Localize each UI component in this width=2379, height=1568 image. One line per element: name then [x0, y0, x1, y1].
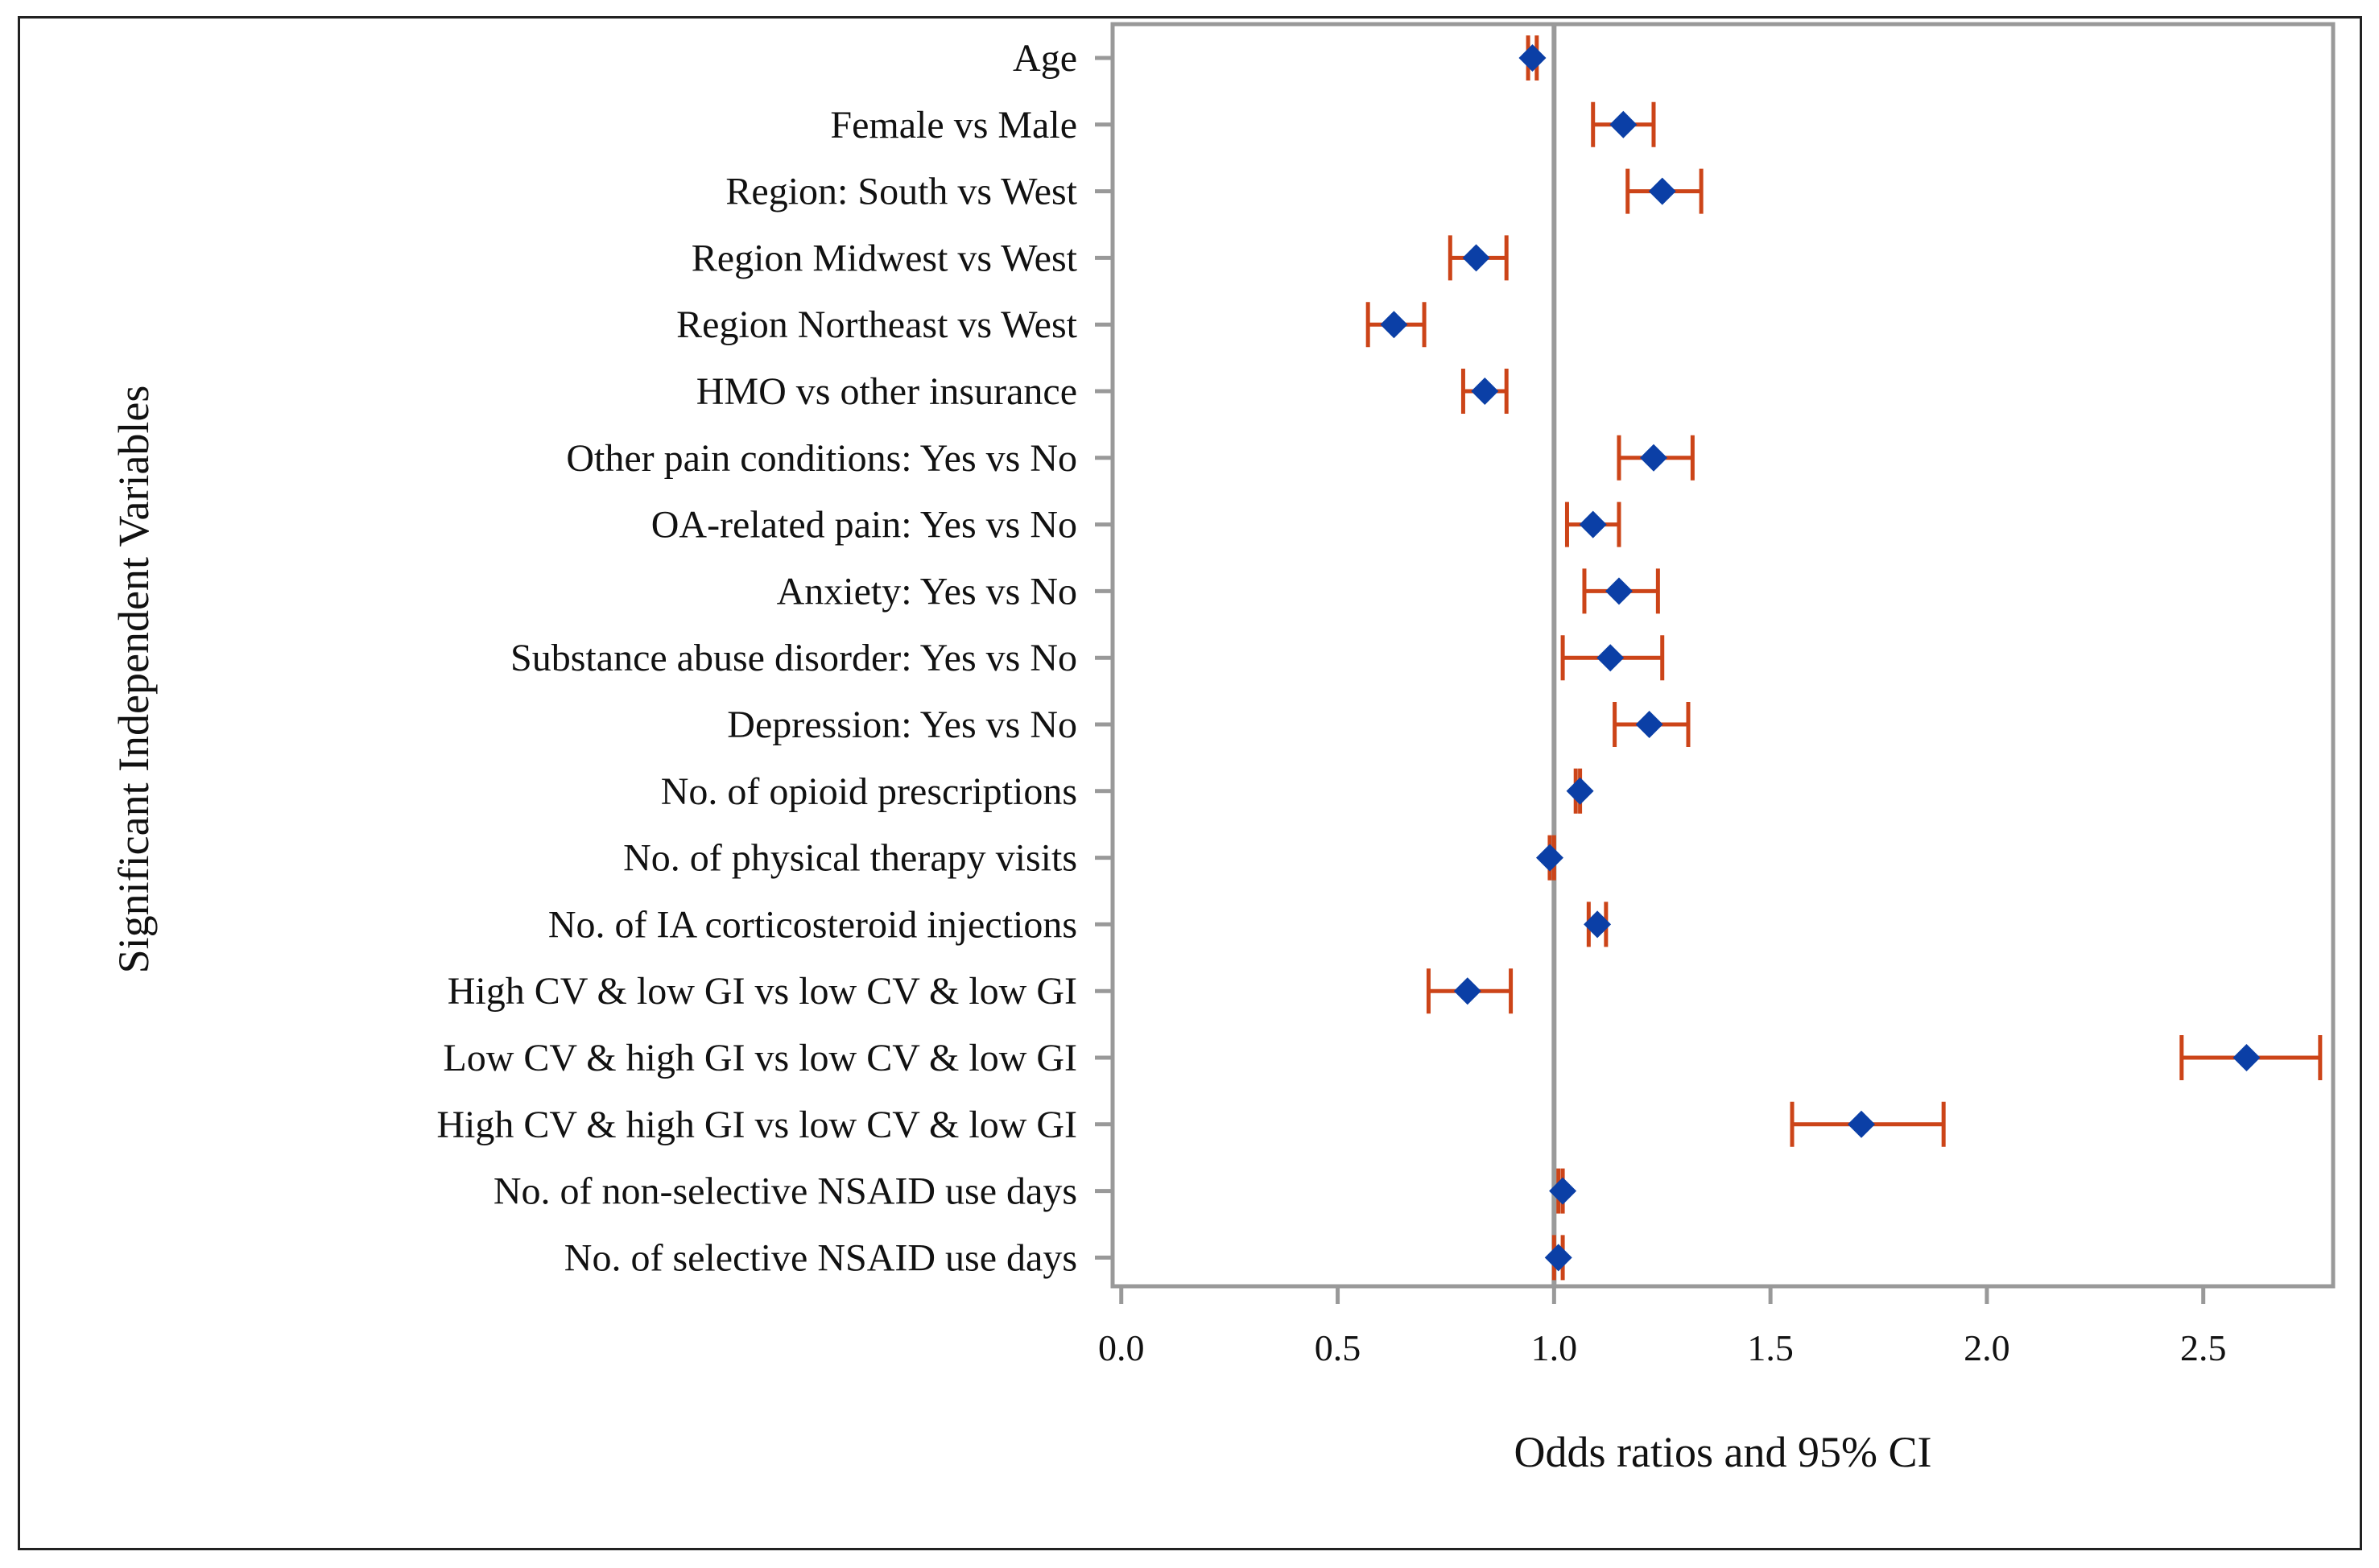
category-label: No. of opioid prescriptions — [661, 770, 1077, 813]
forest-row: High CV & high GI vs low CV & low GI — [436, 1101, 1946, 1147]
odds-ratio-marker — [1566, 777, 1594, 805]
figure-frame — [18, 16, 2362, 1550]
forest-row: No. of physical therapy visits — [623, 835, 1563, 881]
forest-row: Region Midwest vs West — [692, 235, 1509, 281]
category-label: Other pain conditions: Yes vs No — [566, 437, 1077, 480]
forest-row: Substance abuse disorder: Yes vs No — [510, 635, 1665, 681]
category-label: Depression: Yes vs No — [727, 704, 1077, 746]
category-label: No. of non-selective NSAID use days — [494, 1170, 1077, 1213]
forest-row: OA-related pain: Yes vs No — [651, 501, 1621, 547]
forest-row: No. of opioid prescriptions — [661, 768, 1594, 814]
odds-ratio-marker — [1380, 311, 1408, 339]
category-label: Region Midwest vs West — [692, 237, 1078, 279]
x-tick-label: 2.5 — [2180, 1327, 2227, 1368]
odds-ratio-marker — [1471, 378, 1499, 405]
category-label: OA-related pain: Yes vs No — [651, 504, 1077, 547]
forest-row: Region: South vs West — [725, 168, 1704, 214]
x-axis-ticks: 0.0 0.5 1.0 1.5 2.0 2.5 — [1098, 1286, 2226, 1368]
y-axis-title: Significant Independent Variables — [109, 386, 158, 974]
category-label: Low CV & high GI vs low CV & low GI — [443, 1037, 1077, 1079]
odds-ratio-marker — [1596, 644, 1625, 672]
odds-ratio-marker — [1549, 1177, 1577, 1205]
category-label: Region Northeast vs West — [676, 303, 1078, 346]
x-tick-label: 1.0 — [1531, 1327, 1578, 1368]
odds-ratio-marker — [1579, 510, 1607, 538]
forest-row: Depression: Yes vs No — [727, 702, 1691, 747]
forest-row: No. of non-selective NSAID use days — [494, 1168, 1577, 1214]
category-label: No. of selective NSAID use days — [564, 1236, 1077, 1279]
forest-row: Region Northeast vs West — [676, 302, 1427, 348]
category-label: Anxiety: Yes vs No — [777, 570, 1077, 613]
odds-ratio-marker — [1584, 910, 1612, 939]
x-tick-label: 2.0 — [1964, 1327, 2010, 1368]
forest-row: HMO vs other insurance — [696, 369, 1509, 414]
odds-ratio-marker — [1848, 1110, 1876, 1138]
category-label: Substance abuse disorder: Yes vs No — [510, 637, 1077, 679]
odds-ratio-marker — [1635, 711, 1663, 738]
x-tick-label: 1.5 — [1747, 1327, 1794, 1368]
forest-row: High CV & low GI vs low CV & low GI — [448, 968, 1514, 1014]
forest-row: Age — [1013, 35, 1547, 80]
odds-ratio-marker — [2232, 1044, 2261, 1071]
odds-ratio-marker — [1462, 244, 1490, 272]
forest-row: No. of selective NSAID use days — [564, 1235, 1572, 1281]
x-tick-label: 0.5 — [1315, 1327, 1361, 1368]
forest-row: Female vs Male — [830, 101, 1656, 147]
forest-row: Anxiety: Yes vs No — [777, 568, 1660, 614]
category-label: Female vs Male — [830, 104, 1077, 146]
rows-group: Age Female vs Male Region: South vs West Re… — [436, 35, 2323, 1281]
odds-ratio-marker — [1453, 977, 1481, 1005]
category-label: High CV & low GI vs low CV & low GI — [448, 970, 1077, 1013]
category-label: High CV & high GI vs low CV & low GI — [436, 1104, 1077, 1146]
odds-ratio-marker — [1518, 44, 1547, 72]
category-label: No. of physical therapy visits — [623, 837, 1077, 880]
odds-ratio-marker — [1605, 577, 1633, 605]
odds-ratio-marker — [1609, 110, 1638, 138]
forest-row: Other pain conditions: Yes vs No — [566, 435, 1695, 481]
x-axis-title: Odds ratios and 95% CI — [1514, 1428, 1932, 1476]
category-label: Age — [1013, 37, 1077, 80]
plot-area — [1110, 22, 2336, 1289]
category-label: Region: South vs West — [725, 171, 1077, 213]
odds-ratio-marker — [1535, 844, 1563, 872]
category-label: No. of IA corticosteroid injections — [548, 903, 1077, 946]
forest-row: No. of IA corticosteroid injections — [548, 902, 1612, 947]
category-label: HMO vs other insurance — [696, 370, 1077, 413]
odds-ratio-marker — [1544, 1244, 1572, 1272]
x-tick-label: 0.0 — [1098, 1327, 1145, 1368]
odds-ratio-marker — [1639, 444, 1667, 472]
forest-row: Low CV & high GI vs low CV & low GI — [443, 1035, 2323, 1080]
odds-ratio-marker — [1648, 177, 1676, 205]
